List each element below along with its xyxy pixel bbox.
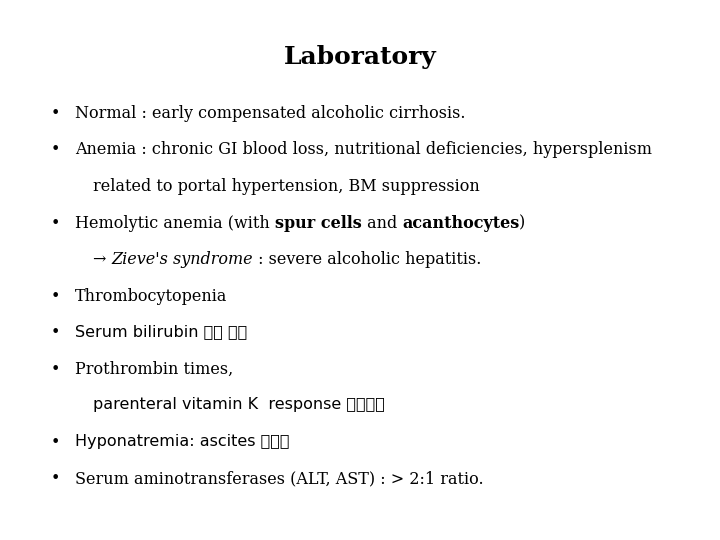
Text: Laboratory: Laboratory: [284, 45, 436, 69]
Text: Normal : early compensated alcoholic cirrhosis.: Normal : early compensated alcoholic cir…: [75, 105, 466, 122]
Text: Thrombocytopenia: Thrombocytopenia: [75, 287, 228, 305]
Text: •: •: [50, 324, 60, 341]
Text: •: •: [50, 141, 60, 159]
Text: Anemia : chronic GI blood loss, nutritional deficiencies, hypersplenism: Anemia : chronic GI blood loss, nutritio…: [75, 141, 652, 159]
Text: Hyponatremia: ascites 동반시: Hyponatremia: ascites 동반시: [75, 434, 289, 449]
Text: : severe alcoholic hepatitis.: : severe alcoholic hepatitis.: [253, 251, 482, 268]
Text: Serum aminotransferases (ALT, AST) : > 2:1 ratio.: Serum aminotransferases (ALT, AST) : > 2…: [75, 470, 484, 487]
Text: Serum bilirubin 초기 정상: Serum bilirubin 초기 정상: [75, 324, 247, 339]
Text: •: •: [50, 434, 60, 450]
Text: •: •: [50, 105, 60, 122]
Text: •: •: [50, 287, 60, 305]
Text: ): ): [519, 214, 526, 232]
Text: •: •: [50, 470, 60, 487]
Text: spur cells: spur cells: [275, 214, 361, 232]
Text: Prothrombin times,: Prothrombin times,: [75, 361, 233, 377]
Text: •: •: [50, 214, 60, 232]
Text: •: •: [50, 361, 60, 377]
Text: and: and: [361, 214, 402, 232]
Text: Hemolytic anemia (with: Hemolytic anemia (with: [75, 214, 275, 232]
Text: Zieve's syndrome: Zieve's syndrome: [112, 251, 253, 268]
Text: related to portal hypertension, BM suppression: related to portal hypertension, BM suppr…: [93, 178, 480, 195]
Text: →: →: [93, 251, 112, 268]
Text: acanthocytes: acanthocytes: [402, 214, 519, 232]
Text: parenteral vitamin K  response 반응안해: parenteral vitamin K response 반응안해: [93, 397, 385, 412]
